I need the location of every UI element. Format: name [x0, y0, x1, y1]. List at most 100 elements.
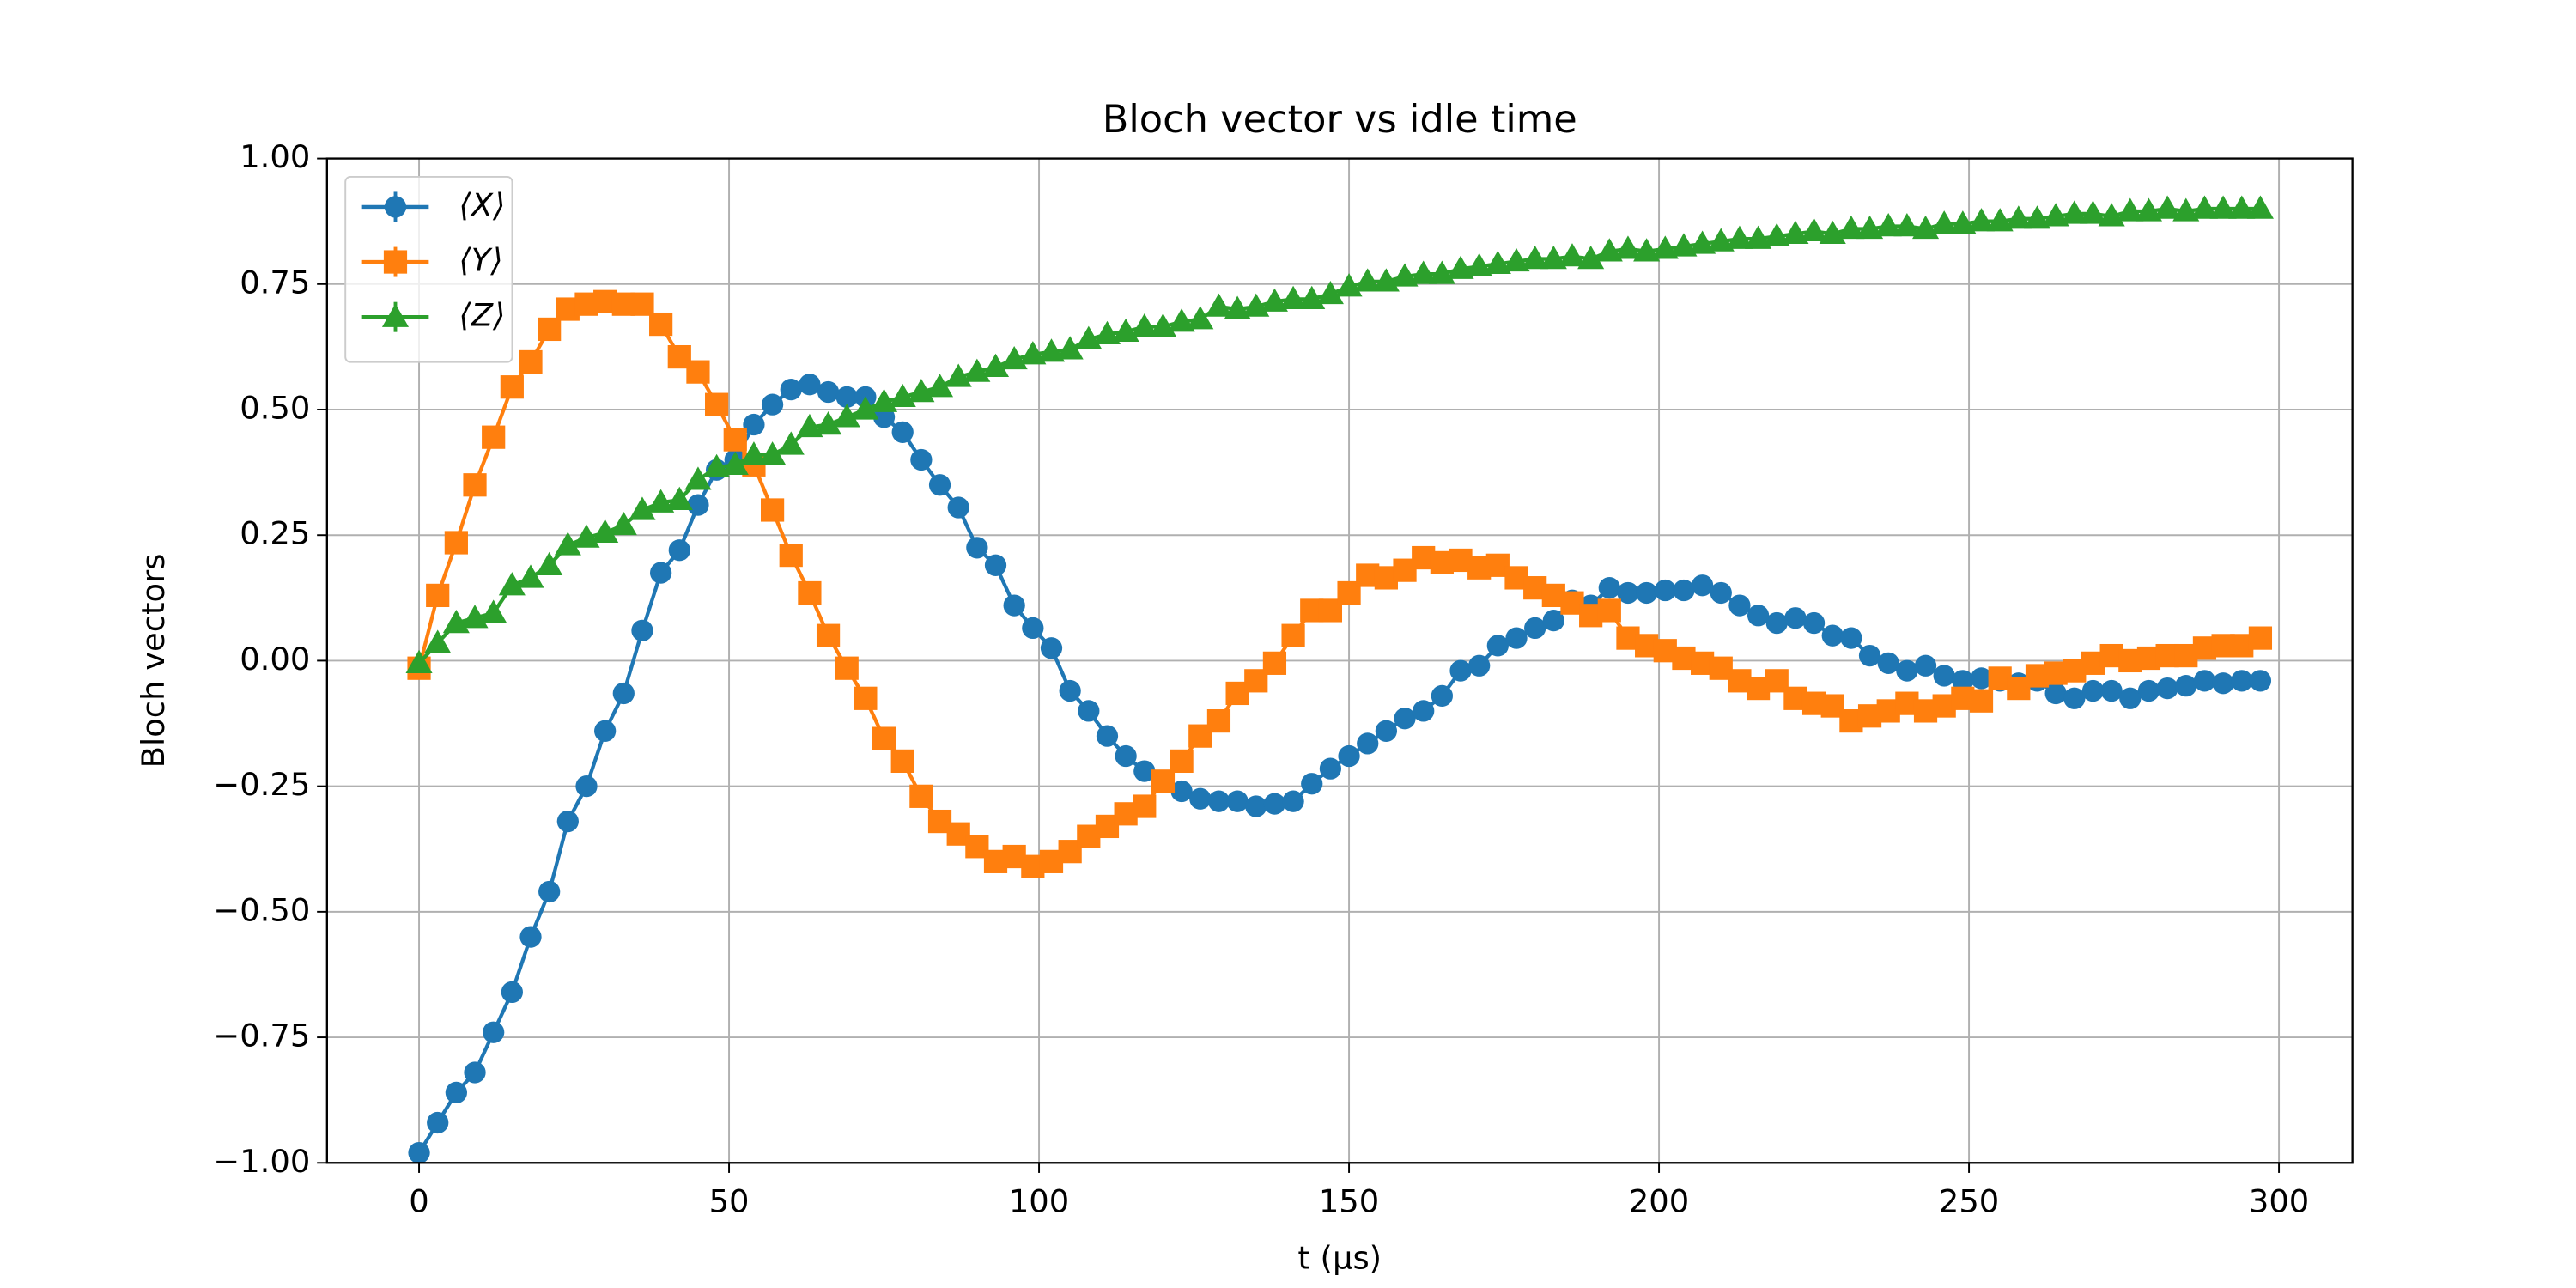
marker: [817, 380, 840, 404]
marker: [1505, 627, 1528, 649]
marker: [1933, 665, 1955, 687]
marker: [1503, 247, 1530, 272]
marker: [909, 784, 933, 808]
y-tick-label: −0.75: [213, 1018, 310, 1054]
marker: [630, 292, 654, 316]
marker: [1914, 654, 1937, 677]
marker: [1168, 308, 1195, 332]
y-tick-label: 0.25: [240, 515, 310, 552]
marker: [408, 1141, 430, 1164]
marker: [835, 656, 859, 680]
marker: [1093, 320, 1121, 344]
marker: [1635, 581, 1658, 605]
marker: [650, 562, 672, 584]
marker: [1893, 212, 1921, 237]
marker: [2005, 205, 2032, 229]
marker: [1595, 238, 1623, 262]
marker: [1726, 225, 1753, 249]
marker: [1969, 689, 1994, 713]
marker: [798, 580, 822, 605]
marker: [981, 353, 1010, 377]
marker: [1466, 252, 1493, 276]
marker: [1930, 210, 1958, 234]
marker: [1952, 670, 1974, 692]
marker: [2100, 679, 2123, 702]
marker: [2154, 195, 2181, 219]
marker: [1131, 313, 1158, 337]
marker: [517, 564, 544, 588]
marker: [2228, 195, 2256, 219]
marker: [1078, 700, 1100, 722]
marker: [426, 583, 450, 608]
marker: [610, 511, 637, 536]
x-tick-label: 300: [2249, 1182, 2309, 1219]
marker: [2135, 197, 2163, 222]
marker: [1821, 624, 1844, 647]
marker: [1189, 787, 1212, 810]
y-tick-label: 0.00: [240, 641, 310, 677]
marker: [1614, 235, 1642, 259]
marker: [1262, 651, 1287, 675]
marker: [1986, 208, 2014, 232]
marker: [1856, 215, 1884, 240]
marker: [1710, 581, 1732, 605]
marker: [629, 496, 656, 520]
marker: [1151, 769, 1176, 793]
x-tick-label: 150: [1319, 1182, 1379, 1219]
marker: [779, 544, 803, 568]
x-tick-label: 50: [709, 1182, 750, 1219]
marker: [1967, 208, 1996, 232]
marker: [740, 441, 768, 465]
marker: [1782, 220, 1809, 244]
y-tick-label: 0.75: [240, 264, 310, 301]
marker: [1597, 598, 1621, 623]
marker: [2246, 195, 2274, 219]
marker: [1840, 627, 1862, 649]
series: [407, 289, 2273, 878]
marker: [2042, 203, 2069, 227]
marker: [1115, 744, 1137, 768]
marker: [2137, 679, 2160, 702]
y-tick-label: −0.25: [213, 766, 310, 803]
marker: [2119, 687, 2142, 709]
marker: [1205, 293, 1232, 317]
marker: [705, 392, 729, 416]
marker: [687, 494, 709, 516]
marker: [665, 486, 693, 510]
marker: [1282, 790, 1304, 812]
plot-frame: [325, 157, 2354, 1164]
marker: [854, 686, 878, 710]
marker: [723, 428, 747, 452]
marker: [1022, 617, 1044, 640]
marker: [833, 404, 860, 428]
marker: [2212, 672, 2234, 695]
marker: [684, 466, 712, 490]
marker: [1019, 341, 1047, 365]
marker: [381, 303, 410, 327]
marker: [1598, 576, 1620, 599]
marker: [743, 413, 765, 436]
y-tick-label: 0.50: [240, 390, 310, 427]
marker: [1447, 255, 1474, 279]
marker: [1431, 684, 1453, 707]
marker: [1207, 790, 1230, 812]
marker: [594, 720, 617, 742]
y-axis-label: Bloch vectors: [135, 554, 172, 769]
marker: [500, 375, 524, 399]
marker: [1802, 611, 1826, 635]
marker: [1413, 700, 1435, 722]
marker: [816, 623, 841, 647]
marker: [1354, 268, 1382, 292]
legend-label: ⟨X⟩: [459, 186, 505, 223]
marker: [1670, 233, 1698, 257]
marker: [760, 498, 785, 522]
marker: [2044, 682, 2067, 705]
marker: [536, 551, 563, 575]
marker: [1838, 215, 1865, 240]
marker: [501, 981, 523, 1004]
marker: [383, 250, 408, 274]
marker: [1691, 574, 1714, 597]
x-tick-label: 200: [1629, 1182, 1689, 1219]
marker: [2209, 195, 2237, 219]
marker: [1763, 222, 1790, 246]
